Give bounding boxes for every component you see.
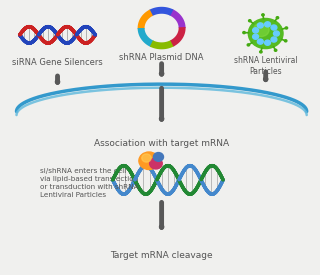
Circle shape	[247, 44, 250, 46]
Circle shape	[276, 17, 279, 19]
Circle shape	[257, 39, 263, 44]
Circle shape	[139, 152, 159, 169]
Text: si/shRNA enters the cell
via lipid-based transfection
or transduction with shRNA: si/shRNA enters the cell via lipid-based…	[40, 168, 139, 198]
Circle shape	[260, 51, 262, 53]
Text: Association with target mRNA: Association with target mRNA	[94, 139, 229, 148]
Circle shape	[285, 27, 288, 29]
Circle shape	[243, 32, 245, 34]
Circle shape	[257, 23, 263, 28]
Circle shape	[284, 40, 287, 42]
Circle shape	[248, 18, 283, 49]
Circle shape	[274, 49, 277, 51]
Circle shape	[249, 20, 251, 22]
Circle shape	[271, 37, 277, 42]
Circle shape	[252, 34, 259, 39]
Text: shRNA Lentiviral
Particles: shRNA Lentiviral Particles	[234, 56, 298, 76]
Circle shape	[150, 158, 162, 169]
Circle shape	[252, 28, 259, 33]
Circle shape	[271, 25, 277, 30]
Circle shape	[153, 153, 164, 161]
Circle shape	[253, 23, 269, 37]
Text: shRNA Plasmid DNA: shRNA Plasmid DNA	[119, 53, 204, 62]
Circle shape	[142, 154, 151, 162]
Text: Target mRNA cleavage: Target mRNA cleavage	[110, 251, 213, 260]
Circle shape	[274, 31, 279, 36]
Circle shape	[265, 40, 270, 45]
Circle shape	[262, 14, 264, 16]
Text: siRNA Gene Silencers: siRNA Gene Silencers	[12, 58, 103, 67]
Circle shape	[265, 22, 270, 27]
